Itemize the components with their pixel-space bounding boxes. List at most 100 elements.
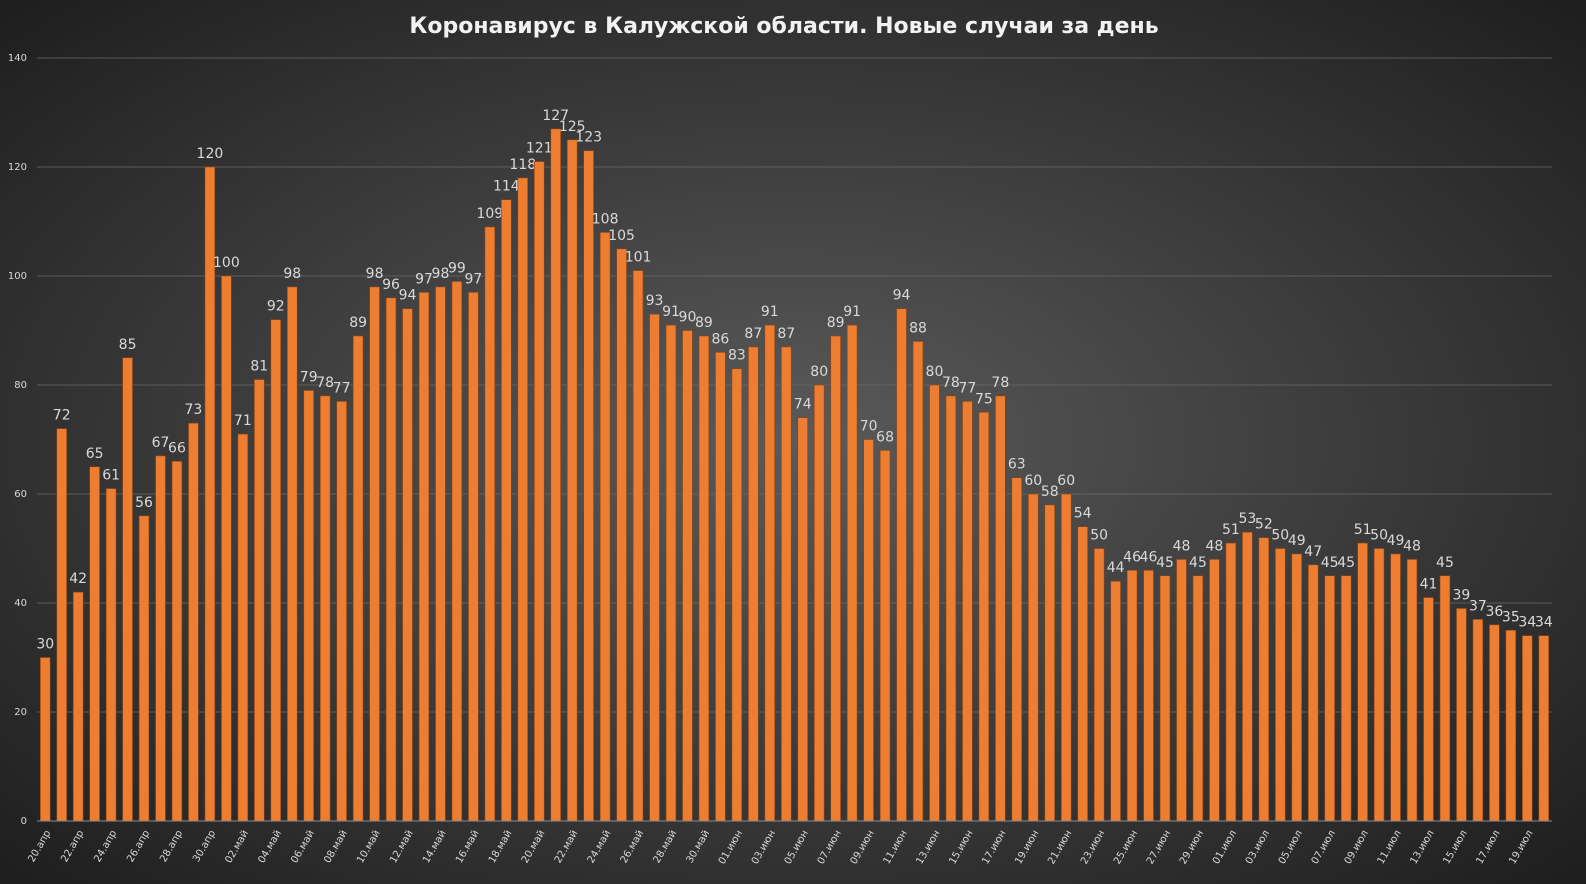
data-label: 71 <box>234 413 252 429</box>
bar <box>698 335 710 822</box>
bar <box>1028 493 1039 822</box>
y-tick-label: 40 <box>14 598 27 609</box>
bar <box>72 591 84 822</box>
bar <box>1225 542 1237 822</box>
data-label: 123 <box>575 130 602 146</box>
data-label: 46 <box>1123 549 1141 565</box>
bar <box>1439 575 1451 822</box>
data-label: 45 <box>1321 555 1339 571</box>
bar <box>402 308 413 822</box>
data-label: 65 <box>86 446 104 462</box>
data-label: 42 <box>69 571 87 587</box>
bar <box>978 411 990 822</box>
data-label: 83 <box>728 348 746 364</box>
data-label: 93 <box>646 293 664 309</box>
data-label: 51 <box>1222 522 1240 538</box>
bar <box>254 379 265 822</box>
bar <box>1522 635 1533 822</box>
data-label: 81 <box>250 359 268 375</box>
data-label: 56 <box>135 495 153 511</box>
bar <box>501 199 512 822</box>
bar <box>1044 504 1055 822</box>
bar <box>1192 575 1204 822</box>
data-label: 98 <box>366 266 384 282</box>
bar <box>1159 575 1171 822</box>
data-label: 52 <box>1255 517 1273 533</box>
data-label: 89 <box>827 315 845 331</box>
bar <box>1143 569 1154 822</box>
bar <box>846 324 858 822</box>
bar <box>649 313 660 822</box>
data-label: 49 <box>1288 533 1306 549</box>
data-label: 100 <box>213 255 240 271</box>
data-label: 41 <box>1420 577 1438 593</box>
y-tick-label: 100 <box>8 271 27 282</box>
bar <box>484 226 496 822</box>
data-label: 68 <box>876 429 894 445</box>
bar <box>1275 548 1286 822</box>
data-label: 99 <box>448 260 466 276</box>
bar <box>1538 635 1550 822</box>
bar <box>237 433 249 822</box>
data-label: 91 <box>843 304 861 320</box>
bar <box>188 422 199 822</box>
data-label: 37 <box>1469 598 1487 614</box>
bar <box>599 232 611 822</box>
bar <box>89 466 100 822</box>
data-label: 94 <box>893 288 911 304</box>
data-label: 97 <box>415 271 433 287</box>
data-label: 101 <box>625 250 652 266</box>
data-label: 97 <box>464 271 482 287</box>
bar <box>287 286 298 822</box>
bar <box>155 455 166 822</box>
data-label: 73 <box>185 402 203 418</box>
data-label: 74 <box>794 397 812 413</box>
bar <box>171 460 183 822</box>
bar <box>1456 608 1467 822</box>
bar <box>748 346 759 822</box>
data-label: 67 <box>152 435 170 451</box>
data-label: 98 <box>283 266 301 282</box>
data-label: 114 <box>493 179 520 195</box>
bar <box>813 384 825 822</box>
bar <box>369 286 380 822</box>
bar <box>517 177 529 822</box>
bar <box>435 286 446 822</box>
data-label: 88 <box>909 320 927 336</box>
bar <box>303 390 314 822</box>
bar <box>1505 629 1517 822</box>
data-label: 109 <box>476 206 503 222</box>
data-label: 80 <box>810 364 828 380</box>
bar <box>534 161 545 822</box>
data-label: 50 <box>1090 528 1108 544</box>
bar <box>632 270 644 822</box>
bar <box>1307 564 1319 822</box>
data-label: 80 <box>926 364 944 380</box>
data-label: 44 <box>1107 560 1125 576</box>
data-label: 77 <box>333 380 351 396</box>
data-label: 72 <box>53 408 71 424</box>
bar <box>1209 559 1220 822</box>
bar <box>566 139 578 822</box>
bar <box>105 488 117 822</box>
data-label: 45 <box>1189 555 1207 571</box>
data-label: 98 <box>432 266 450 282</box>
bar <box>1077 526 1088 822</box>
data-label: 125 <box>559 119 586 135</box>
data-label: 79 <box>300 369 318 385</box>
data-label: 30 <box>36 637 54 653</box>
bar <box>39 657 51 822</box>
data-label: 96 <box>382 277 400 293</box>
bar <box>221 275 232 822</box>
bar <box>1011 477 1023 822</box>
bar <box>1373 548 1385 822</box>
bar <box>797 417 808 822</box>
data-label: 78 <box>316 375 334 391</box>
bar <box>863 439 874 822</box>
bar <box>1324 575 1335 822</box>
data-label: 48 <box>1403 538 1421 554</box>
y-tick-label: 20 <box>14 707 27 718</box>
bar <box>1242 531 1253 822</box>
data-label: 48 <box>1173 538 1191 554</box>
